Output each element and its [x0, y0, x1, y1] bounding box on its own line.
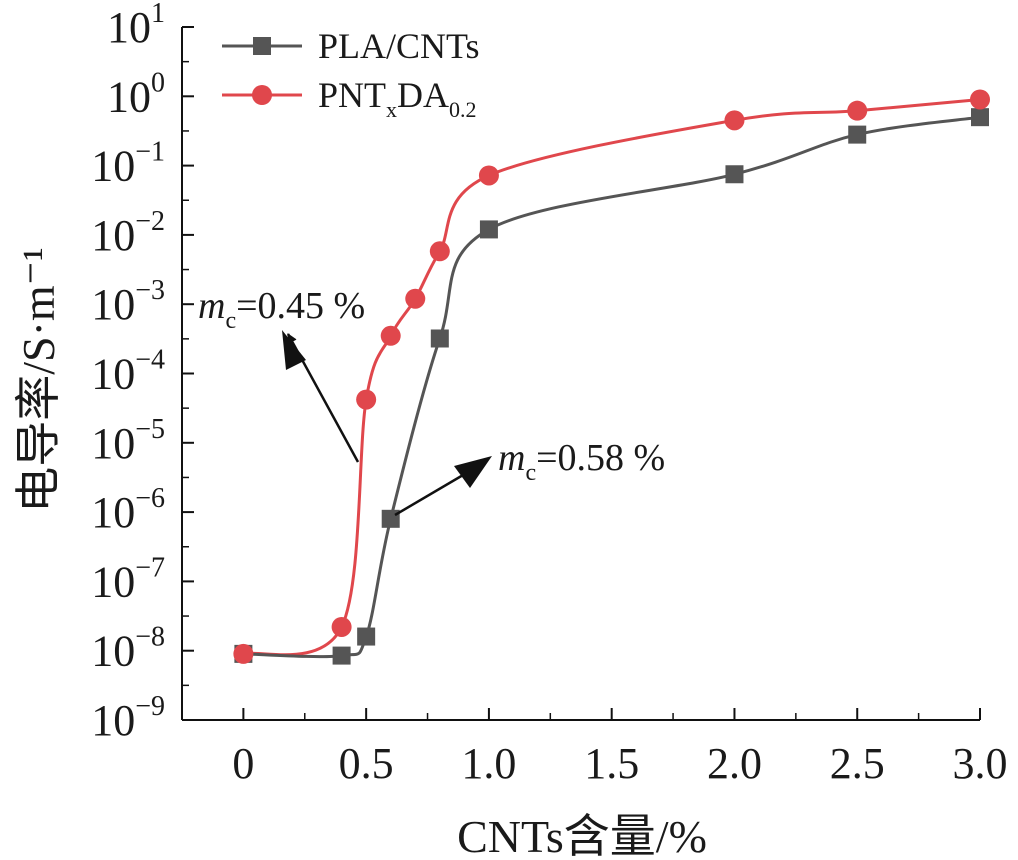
pntxda-markers	[233, 89, 990, 664]
y-tick-label: 10−8	[91, 622, 165, 676]
x-tick-label: 0	[232, 739, 254, 788]
x-tick-label: 1.0	[461, 739, 516, 788]
y-axis-title: 电导率/S·m⁻¹	[13, 247, 64, 513]
pntxda-point	[356, 389, 377, 410]
y-tick-label: 10−5	[91, 414, 165, 468]
annotation-m: m	[198, 285, 225, 327]
legend-label-pntxda: PNTxDA0.2	[318, 75, 477, 122]
x-tick-label: 2.0	[707, 739, 762, 788]
y-tick-label: 10−2	[91, 206, 165, 260]
fit-curves	[243, 98, 981, 659]
pla-cnts-point	[430, 329, 449, 348]
x-ticks: 0 0.5 1.0 1.5 2.0 2.5 3.0	[232, 708, 1008, 788]
y-tick-label: 10−1	[91, 137, 165, 191]
x-tick-label: 1.5	[584, 739, 639, 788]
legend-label-pre: PNT	[318, 75, 386, 115]
arrowhead-icon	[454, 456, 492, 488]
pntxda-point	[478, 165, 499, 186]
y-tick-label: 10−6	[91, 483, 165, 537]
pntxda-point	[380, 325, 401, 346]
y-ticks: 10−9 10−8 10−7 10−6 10−5 10−4 10−3 10−2 10−1 100 1…	[91, 0, 194, 745]
pntxda-point	[331, 616, 352, 637]
pntxda-fit-curve	[243, 98, 981, 657]
annotation-pntxda: mc=0.45 %	[198, 285, 365, 463]
pla-cnts-markers	[234, 108, 989, 665]
annotation-value: =0.45 %	[236, 285, 365, 327]
annotation-m: m	[498, 437, 525, 479]
x-tick-label: 0.5	[339, 739, 394, 788]
legend-marker-circle	[252, 85, 272, 105]
pla-cnts-point	[357, 627, 376, 646]
legend-label-sub1: x	[386, 97, 397, 122]
annotation-pla-cnts: mc=0.58 %	[394, 437, 665, 517]
x-tick-label: 3.0	[953, 739, 1008, 788]
annotation-sub: c	[525, 460, 536, 486]
pla-cnts-point	[848, 125, 867, 144]
y-tick-label: 10−9	[91, 691, 165, 745]
pntxda-point	[233, 643, 254, 664]
annotation-value: =0.58 %	[536, 437, 665, 479]
pla-cnts-point	[479, 220, 498, 239]
legend-label-pla-cnts: PLA/CNTs	[318, 26, 480, 66]
y-tick-label: 100	[107, 67, 165, 121]
y-tick-label: 10−3	[91, 275, 165, 329]
annotation-label-pntxda: mc=0.45 %	[198, 285, 365, 334]
legend-marker-square	[253, 37, 271, 55]
pntxda-point	[405, 288, 426, 309]
pla-cnts-fit-curve	[243, 115, 981, 659]
x-axis-title: CNTs含量/%	[457, 811, 707, 860]
pntxda-point	[429, 241, 450, 262]
legend-label-mid: DA	[397, 75, 449, 115]
pla-cnts-point	[332, 646, 351, 665]
x-tick-label: 2.5	[830, 739, 885, 788]
legend-label-sub2: 0.2	[449, 97, 477, 122]
pntxda-point	[724, 110, 745, 131]
pntxda-point	[970, 89, 990, 110]
y-tick-label: 10−7	[91, 552, 165, 606]
annotation-sub: c	[225, 308, 236, 334]
pntxda-point	[847, 100, 868, 121]
y-tick-label: 10−4	[91, 345, 165, 399]
annotation-label-pla-cnts: mc=0.58 %	[498, 437, 665, 486]
pla-cnts-point	[971, 108, 989, 127]
arrowhead-icon	[282, 330, 306, 370]
pla-cnts-point	[725, 165, 744, 184]
y-tick-label: 101	[107, 0, 165, 52]
legend: PLA/CNTs PNTxDA0.2	[222, 26, 480, 122]
